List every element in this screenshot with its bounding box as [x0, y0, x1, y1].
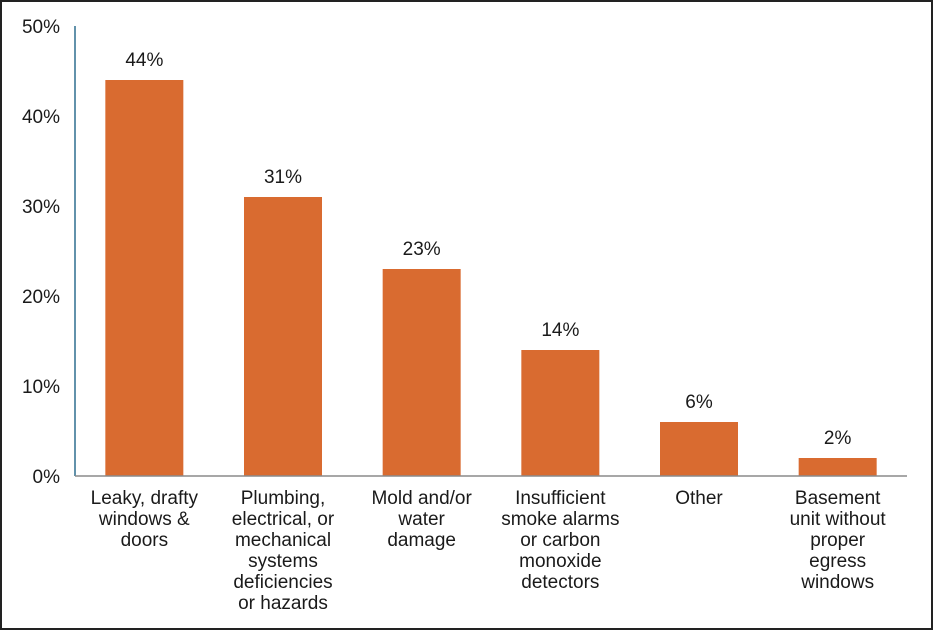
data-label: 14%: [541, 320, 579, 341]
category-label: Insufficient smoke alarms or carbon monoxid…: [501, 488, 619, 593]
bar: [244, 197, 322, 476]
data-label: 2%: [824, 428, 852, 449]
y-tick-label: 10%: [22, 377, 60, 398]
data-label: 31%: [264, 167, 302, 188]
category-label: Leaky, drafty windows & doors: [91, 488, 199, 551]
bar: [798, 458, 877, 476]
data-label: 44%: [125, 50, 163, 71]
category-labels: Leaky, drafty windows & doors Plumbing, elec…: [91, 488, 887, 614]
category-label: Other: [675, 488, 723, 509]
bars: [105, 80, 877, 476]
category-label: Mold and/or water damage: [371, 488, 472, 551]
bar: [382, 269, 461, 476]
y-tick-label: 30%: [22, 197, 60, 218]
y-axis-ticks: 0% 10% 20% 30% 40% 50%: [22, 17, 60, 488]
bar: [521, 350, 600, 476]
y-tick-label: 40%: [22, 107, 60, 128]
data-labels: 44% 31% 23% 14% 6% 2%: [125, 50, 851, 449]
y-tick-label: 20%: [22, 287, 60, 308]
category-label: Plumbing, electrical, or mechanical systems…: [232, 488, 335, 614]
bar: [660, 422, 738, 476]
category-label: Basement unit without proper egress windows: [790, 488, 887, 593]
bar: [105, 80, 184, 476]
data-label: 6%: [685, 392, 713, 413]
data-label: 23%: [403, 239, 441, 260]
y-tick-label: 50%: [22, 17, 60, 38]
y-tick-label: 0%: [33, 467, 61, 488]
